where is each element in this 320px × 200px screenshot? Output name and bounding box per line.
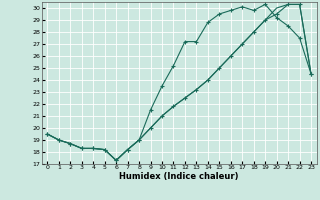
X-axis label: Humidex (Indice chaleur): Humidex (Indice chaleur) — [119, 172, 239, 181]
